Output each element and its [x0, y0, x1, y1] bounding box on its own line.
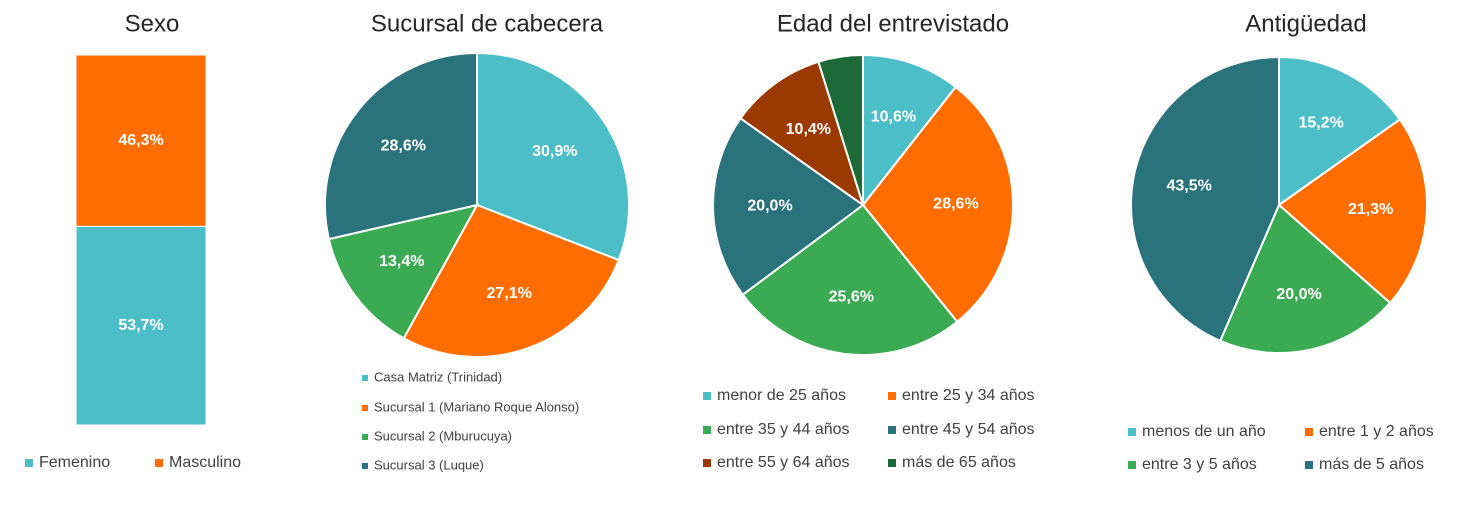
value-label: 10,6%	[871, 108, 916, 125]
pie-slice	[1218, 203, 1392, 354]
chart-title: Sexo	[125, 10, 180, 37]
pie-slice	[817, 53, 864, 206]
legend-swatch	[703, 459, 711, 467]
legend-swatch	[362, 405, 368, 411]
pie-slice	[476, 51, 630, 262]
value-label: 15,2%	[1298, 115, 1343, 132]
legend-label: entre 25 y 34 años	[902, 387, 1035, 404]
legend-label: entre 55 y 64 años	[717, 454, 850, 471]
legend-swatch	[1305, 428, 1313, 436]
value-label: 25,6%	[829, 288, 874, 305]
legend-swatch	[888, 426, 896, 434]
legend-label: Masculino	[169, 454, 241, 471]
chart-title: Edad del entrevistado	[777, 10, 1009, 37]
legend-swatch	[362, 375, 368, 381]
value-label: 53,7%	[118, 317, 163, 334]
legend-label: entre 3 y 5 años	[1142, 456, 1257, 473]
legend-label: menor de 25 años	[717, 387, 846, 404]
pie-slice	[1277, 118, 1428, 305]
pie-slice	[741, 203, 959, 356]
legend-swatch	[362, 434, 368, 440]
legend-swatch	[1128, 428, 1136, 436]
bar-segment	[75, 225, 207, 426]
pie-slice	[327, 203, 479, 340]
legend-label: entre 1 y 2 años	[1319, 423, 1434, 440]
legend-label: Femenino	[39, 454, 110, 471]
pie-slice	[712, 116, 865, 297]
value-label: 10,4%	[786, 121, 831, 138]
legend-swatch	[155, 459, 163, 467]
legend-label: Sucursal 3 (Luque)	[374, 457, 484, 472]
pie-slice	[402, 203, 620, 358]
bar-segment	[75, 54, 207, 227]
legend-swatch	[362, 463, 368, 469]
value-label: 28,6%	[381, 138, 426, 155]
legend-label: Casa Matriz (Trinidad)	[374, 369, 502, 384]
pie-slice	[1278, 55, 1402, 207]
pie-slice	[862, 53, 958, 208]
legend-label: entre 45 y 54 años	[902, 421, 1035, 438]
legend-swatch	[1305, 461, 1313, 469]
legend-label: Sucursal 1 (Mariano Roque Alonso)	[374, 399, 579, 414]
legend-label: más de 5 años	[1319, 456, 1424, 473]
legend-swatch	[25, 459, 33, 467]
pie-slice	[1129, 55, 1280, 343]
chart-title: Sucursal de cabecera	[371, 10, 604, 37]
value-label: 28,6%	[933, 196, 978, 213]
value-label: 30,9%	[532, 143, 577, 160]
legend-label: menos de un año	[1142, 423, 1266, 440]
legend-label: Sucursal 2 (Mburucuya)	[374, 428, 512, 443]
value-label: 27,1%	[487, 285, 532, 302]
legend-swatch	[1128, 461, 1136, 469]
value-label: 20,0%	[1276, 286, 1321, 303]
pie-slice	[324, 51, 478, 241]
legend-label: más de 65 años	[902, 454, 1016, 471]
value-label: 13,4%	[379, 253, 424, 270]
legend-swatch	[888, 459, 896, 467]
legend-swatch	[888, 392, 896, 400]
value-label: 46,3%	[118, 132, 163, 149]
legend-swatch	[703, 392, 711, 400]
legend-label: entre 35 y 44 años	[717, 421, 850, 438]
value-label: 43,5%	[1166, 178, 1211, 195]
value-label: 20,0%	[747, 197, 792, 214]
pie-slice	[861, 85, 1014, 324]
chart-title: Antigüedad	[1245, 10, 1366, 37]
legend-swatch	[703, 426, 711, 434]
value-label: 21,3%	[1348, 201, 1393, 218]
pie-slice	[739, 60, 865, 208]
